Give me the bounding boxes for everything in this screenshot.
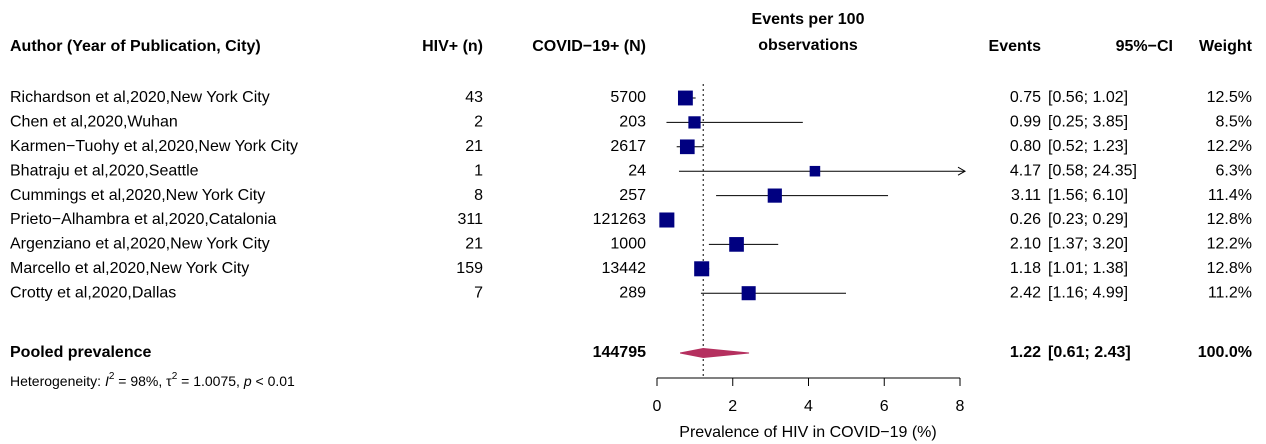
weight-label: 12.2%	[1207, 236, 1252, 253]
covid-count: 289	[619, 284, 646, 301]
study-estimate	[809, 165, 821, 177]
pooled-diamond	[680, 347, 750, 359]
hiv-count: 7	[474, 284, 483, 301]
header-plot: observations	[758, 37, 858, 54]
header-events: Events	[989, 38, 1042, 55]
study-name: Richardson et al,2020,New York City	[10, 89, 270, 106]
ci-label: [1.56; 6.10]	[1048, 187, 1128, 204]
events-value: 2.42	[1010, 284, 1041, 301]
hiv-count: 43	[465, 89, 483, 106]
study-estimate	[659, 212, 675, 228]
header-study: Author (Year of Publication, City)	[10, 38, 261, 55]
events-value: 0.99	[1010, 114, 1041, 131]
weight-label: 11.4%	[1208, 187, 1252, 204]
x-axis-label: Prevalence of HIV in COVID−19 (%)	[679, 424, 936, 441]
ci-label: [0.58; 24.35]	[1048, 162, 1137, 179]
x-tick-label: 4	[804, 398, 813, 415]
pooled-name: Pooled prevalence	[10, 344, 151, 361]
hiv-count: 21	[465, 236, 483, 253]
covid-count: 121263	[593, 211, 646, 228]
pooled-weight: 100.0%	[1198, 344, 1252, 361]
covid-count: 13442	[602, 260, 647, 277]
events-value: 1.18	[1010, 260, 1041, 277]
hiv-count: 2	[474, 114, 483, 131]
heterogeneity: Heterogeneity: I2 = 98%, τ2 = 1.0075, p …	[10, 371, 295, 389]
header-plot: Events per 100	[752, 11, 865, 28]
ci-label: [1.01; 1.38]	[1048, 260, 1128, 277]
weight-label: 8.5%	[1216, 114, 1252, 131]
study-name: Karmen−Tuohy et al,2020,New York City	[10, 138, 298, 155]
x-tick-label: 0	[653, 398, 662, 415]
weight-label: 12.8%	[1207, 260, 1252, 277]
hiv-count: 1	[474, 162, 483, 179]
ci-label: [0.23; 0.29]	[1048, 211, 1128, 228]
events-value: 0.26	[1010, 211, 1041, 228]
pooled-events: 1.22	[1010, 344, 1041, 361]
weight-label: 12.2%	[1207, 138, 1252, 155]
ci-label: [0.52; 1.23]	[1048, 138, 1128, 155]
header-hiv: HIV+ (n)	[422, 38, 483, 55]
study-estimate	[694, 261, 710, 277]
hiv-count: 311	[457, 211, 483, 228]
covid-count: 203	[619, 114, 646, 131]
weight-label: 6.3%	[1216, 162, 1252, 179]
ci-label: [1.37; 3.20]	[1048, 236, 1128, 253]
covid-count: 24	[628, 162, 646, 179]
hiv-count: 8	[474, 187, 483, 204]
study-estimate	[677, 90, 693, 106]
hiv-count: 159	[456, 260, 483, 277]
weight-label: 12.5%	[1207, 89, 1252, 106]
ci-arrow	[957, 166, 967, 176]
study-estimate	[767, 188, 782, 203]
pooled-ci: [0.61; 2.43]	[1048, 344, 1131, 361]
header-covid: COVID−19+ (N)	[532, 38, 646, 55]
events-value: 0.75	[1010, 89, 1041, 106]
study-name: Cummings et al,2020,New York City	[10, 187, 265, 204]
x-tick-label: 2	[728, 398, 737, 415]
covid-count: 1000	[610, 236, 646, 253]
x-tick-label: 6	[880, 398, 889, 415]
events-value: 4.17	[1010, 162, 1041, 179]
weight-label: 12.8%	[1207, 211, 1252, 228]
events-value: 0.80	[1010, 138, 1041, 155]
study-name: Crotty et al,2020,Dallas	[10, 284, 176, 301]
study-estimate	[688, 116, 701, 129]
events-value: 2.10	[1010, 236, 1041, 253]
study-name: Bhatraju et al,2020,Seattle	[10, 162, 199, 179]
pooled-covid: 144795	[593, 344, 646, 361]
covid-count: 257	[619, 187, 646, 204]
study-name: Chen et al,2020,Wuhan	[10, 114, 178, 131]
study-name: Marcello et al,2020,New York City	[10, 260, 249, 277]
hiv-count: 21	[465, 138, 483, 155]
x-tick-label: 8	[956, 398, 965, 415]
study-estimate	[729, 237, 744, 252]
weight-label: 11.2%	[1208, 284, 1252, 301]
header-weight: Weight	[1199, 38, 1253, 55]
events-value: 3.11	[1011, 187, 1041, 204]
study-name: Prieto−Alhambra et al,2020,Catalonia	[10, 211, 276, 228]
study-estimate	[741, 286, 756, 301]
covid-count: 2617	[610, 138, 646, 155]
ci-label: [0.25; 3.85]	[1048, 114, 1128, 131]
covid-count: 5700	[610, 89, 646, 106]
header-ci: 95%−CI	[1116, 38, 1173, 55]
study-estimate	[679, 139, 695, 155]
ci-label: [0.56; 1.02]	[1048, 89, 1128, 106]
ci-label: [1.16; 4.99]	[1048, 284, 1128, 301]
study-name: Argenziano et al,2020,New York City	[10, 236, 270, 253]
